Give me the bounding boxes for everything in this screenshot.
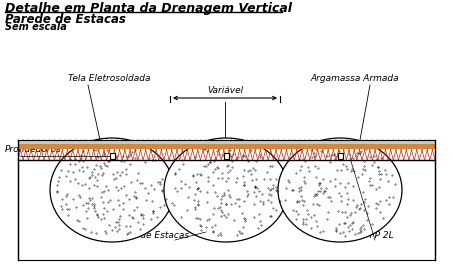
Bar <box>18 144 435 149</box>
Text: Variável: Variável <box>207 86 243 95</box>
Text: Prondedoros: Prondedoros <box>5 145 62 154</box>
Text: Parede de Estacas: Parede de Estacas <box>5 13 126 26</box>
Bar <box>223 153 228 159</box>
Text: Sem escala: Sem escala <box>5 22 67 32</box>
Bar <box>18 160 435 260</box>
Text: MacDrain® FP 2L: MacDrain® FP 2L <box>315 231 394 240</box>
Ellipse shape <box>278 138 402 242</box>
Bar <box>337 153 342 159</box>
Bar <box>18 160 435 260</box>
Text: Tela Eletrosoldada: Tela Eletrosoldada <box>68 74 150 83</box>
Bar <box>110 153 115 159</box>
Text: Detalhe em Planta da Drenagem Vertical: Detalhe em Planta da Drenagem Vertical <box>5 2 292 15</box>
Text: Parede de Estacas: Parede de Estacas <box>106 231 189 240</box>
Ellipse shape <box>50 138 174 242</box>
Ellipse shape <box>164 138 288 242</box>
Text: Argamassa Armada: Argamassa Armada <box>310 74 399 83</box>
Bar <box>18 140 435 144</box>
